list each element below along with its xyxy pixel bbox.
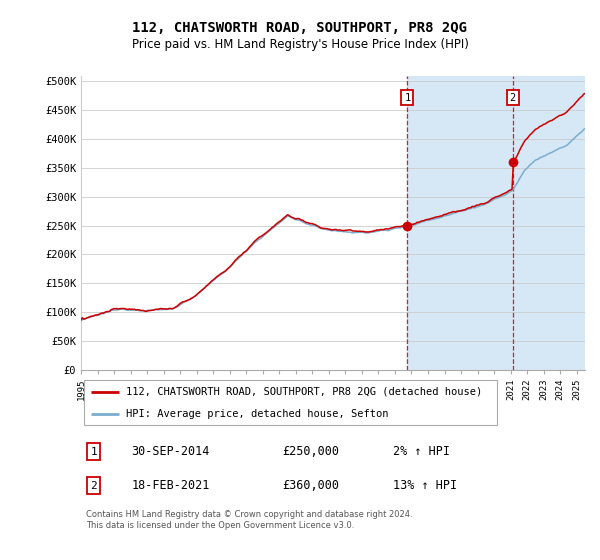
Text: £250,000: £250,000 bbox=[283, 445, 340, 458]
Text: £360,000: £360,000 bbox=[283, 479, 340, 492]
Text: HPI: Average price, detached house, Sefton: HPI: Average price, detached house, Seft… bbox=[127, 409, 389, 419]
Text: 2: 2 bbox=[90, 480, 97, 491]
Text: Contains HM Land Registry data © Crown copyright and database right 2024.
This d: Contains HM Land Registry data © Crown c… bbox=[86, 511, 413, 530]
Text: 112, CHATSWORTH ROAD, SOUTHPORT, PR8 2QG (detached house): 112, CHATSWORTH ROAD, SOUTHPORT, PR8 2QG… bbox=[127, 386, 482, 396]
FancyBboxPatch shape bbox=[83, 380, 497, 424]
Text: 30-SEP-2014: 30-SEP-2014 bbox=[131, 445, 210, 458]
Text: 2: 2 bbox=[509, 92, 516, 102]
Text: 2% ↑ HPI: 2% ↑ HPI bbox=[394, 445, 451, 458]
Text: 18-FEB-2021: 18-FEB-2021 bbox=[131, 479, 210, 492]
Text: 1: 1 bbox=[90, 446, 97, 456]
Text: 1: 1 bbox=[404, 92, 410, 102]
Text: 112, CHATSWORTH ROAD, SOUTHPORT, PR8 2QG: 112, CHATSWORTH ROAD, SOUTHPORT, PR8 2QG bbox=[133, 21, 467, 35]
Text: Price paid vs. HM Land Registry's House Price Index (HPI): Price paid vs. HM Land Registry's House … bbox=[131, 38, 469, 52]
Text: 13% ↑ HPI: 13% ↑ HPI bbox=[394, 479, 458, 492]
Bar bbox=[407, 76, 585, 370]
